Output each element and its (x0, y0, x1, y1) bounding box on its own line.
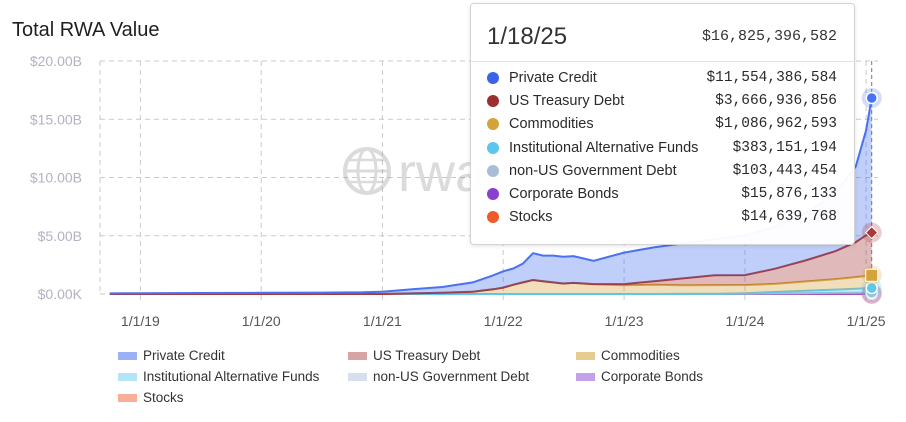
tooltip-series-name: Private Credit (509, 70, 706, 86)
tooltip-row: non-US Government Debt $103,443,454 (487, 159, 837, 182)
marker-private-credit (862, 88, 882, 108)
legend-swatch (118, 352, 137, 360)
legend-label: Institutional Alternative Funds (143, 369, 319, 384)
tooltip-series-name: US Treasury Debt (509, 93, 715, 109)
tooltip-series-name: Commodities (509, 116, 715, 132)
x-tick-label: 1/1/22 (484, 313, 523, 329)
x-tick-label: 1/1/23 (605, 313, 644, 329)
legend-swatch (576, 352, 595, 360)
tooltip-divider (471, 61, 854, 62)
legend-swatch (118, 394, 137, 402)
legend-swatch (118, 373, 137, 381)
legend-swatch (348, 352, 367, 360)
tooltip-series-value: $103,443,454 (733, 163, 837, 179)
y-tick-label: $5.00B (38, 228, 82, 244)
tooltip-series-value: $3,666,936,856 (715, 93, 837, 109)
legend-label: Corporate Bonds (601, 369, 703, 384)
tooltip-total: $16,825,396,582 (702, 28, 837, 45)
legend-swatch (576, 373, 595, 381)
legend-item[interactable]: US Treasury Debt (348, 348, 480, 363)
legend-label: US Treasury Debt (373, 348, 480, 363)
tooltip-rows: Private Credit $11,554,386,584 US Treasury… (487, 66, 837, 229)
x-tick-label: 1/1/25 (847, 313, 886, 329)
marker-commodities (862, 265, 882, 285)
tooltip-series-value: $383,151,194 (733, 140, 837, 156)
x-tick-label: 1/1/21 (363, 313, 402, 329)
tooltip-series-name: Corporate Bonds (509, 186, 741, 202)
series-color-dot (487, 188, 499, 200)
legend-item[interactable]: Stocks (118, 390, 184, 405)
x-tick-label: 1/1/19 (121, 313, 160, 329)
legend-swatch (348, 373, 367, 381)
legend-item[interactable]: Institutional Alternative Funds (118, 369, 319, 384)
tooltip-row: Stocks $14,639,768 (487, 206, 837, 229)
tooltip-row: US Treasury Debt $3,666,936,856 (487, 89, 837, 112)
legend-label: Private Credit (143, 348, 225, 363)
tooltip-series-name: non-US Government Debt (509, 163, 733, 179)
legend-item[interactable]: Commodities (576, 348, 680, 363)
tooltip-series-value: $15,876,133 (741, 186, 837, 202)
series-color-dot (487, 211, 499, 223)
tooltip-row: Private Credit $11,554,386,584 (487, 66, 837, 89)
tooltip-series-value: $14,639,768 (741, 209, 837, 225)
legend-label: non-US Government Debt (373, 369, 529, 384)
tooltip-row: Commodities $1,086,962,593 (487, 113, 837, 136)
legend-item[interactable]: Corporate Bonds (576, 369, 703, 384)
watermark-logo: rwa (345, 143, 486, 203)
y-tick-label: $10.00B (30, 170, 82, 186)
tooltip-row: Institutional Alternative Funds $383,151,… (487, 136, 837, 159)
chart-tooltip: 1/18/25 $16,825,396,582 Private Credit $1… (470, 3, 855, 245)
x-tick-label: 1/1/20 (242, 313, 281, 329)
series-color-dot (487, 95, 499, 107)
tooltip-series-value: $11,554,386,584 (706, 70, 837, 86)
x-tick-label: 1/1/24 (725, 313, 764, 329)
series-color-dot (487, 165, 499, 177)
tooltip-date: 1/18/25 (487, 23, 567, 51)
tooltip-row: Corporate Bonds $15,876,133 (487, 182, 837, 205)
series-color-dot (487, 118, 499, 130)
series-color-dot (487, 72, 499, 84)
tooltip-series-name: Stocks (509, 209, 741, 225)
legend-label: Stocks (143, 390, 184, 405)
y-tick-label: $15.00B (30, 111, 82, 127)
tooltip-series-name: Institutional Alternative Funds (509, 140, 733, 156)
legend-item[interactable]: Private Credit (118, 348, 225, 363)
tooltip-series-value: $1,086,962,593 (715, 116, 837, 132)
legend-item[interactable]: non-US Government Debt (348, 369, 529, 384)
y-tick-label: $20.00B (30, 53, 82, 69)
legend-label: Commodities (601, 348, 680, 363)
y-tick-label: $0.00K (38, 286, 83, 302)
marker-us-treasury-debt (862, 223, 882, 243)
series-color-dot (487, 142, 499, 154)
